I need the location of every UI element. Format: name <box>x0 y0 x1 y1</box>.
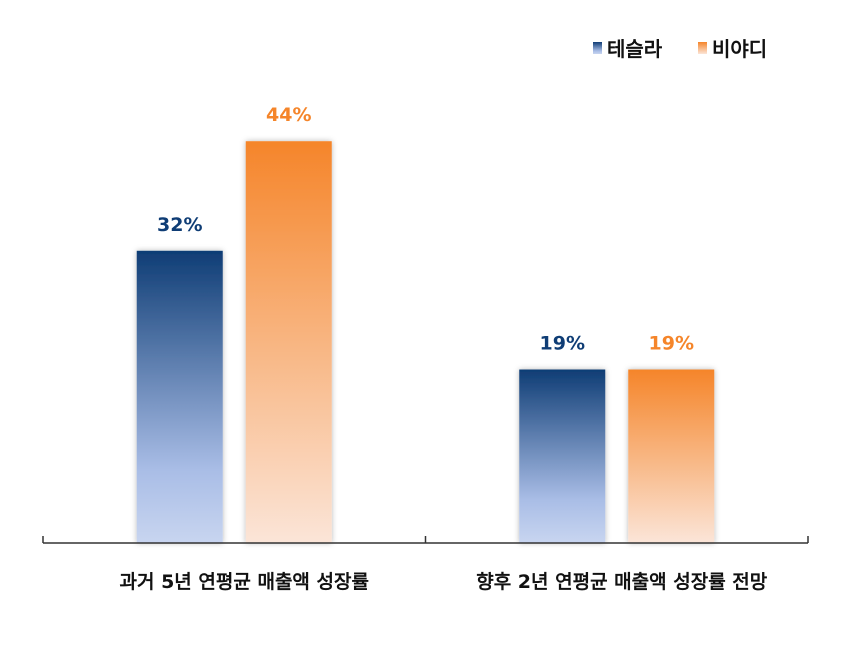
legend-swatch-1 <box>593 42 602 54</box>
data-label-1-1: 32% <box>157 214 202 236</box>
bars-layer <box>136 141 715 544</box>
legend-swatch-2 <box>698 42 707 54</box>
category-label-2: 향후 2년 연평균 매출액 성장률 전망 <box>476 571 768 593</box>
bar-1-1 <box>136 250 223 543</box>
data-label-1-2: 19% <box>540 333 585 355</box>
data-label-2-1: 44% <box>266 104 311 126</box>
bar-1-2 <box>519 369 606 543</box>
data-label-2-2: 19% <box>649 333 694 355</box>
labels-layer: 32% 44% 19% 19% <box>157 104 694 354</box>
legend-label-2: 비야디 <box>712 37 767 61</box>
legend-label-1: 테슬라 <box>607 37 663 61</box>
category-label-1: 과거 5년 연평균 매출액 성장률 <box>120 571 369 593</box>
bar-2-1 <box>245 141 332 544</box>
legend: 테슬라 비야디 <box>593 37 767 61</box>
bar-2-2 <box>628 369 715 543</box>
x-axis: 과거 5년 연평균 매출액 성장률 향후 2년 연평균 매출액 성장률 전망 <box>42 536 809 593</box>
